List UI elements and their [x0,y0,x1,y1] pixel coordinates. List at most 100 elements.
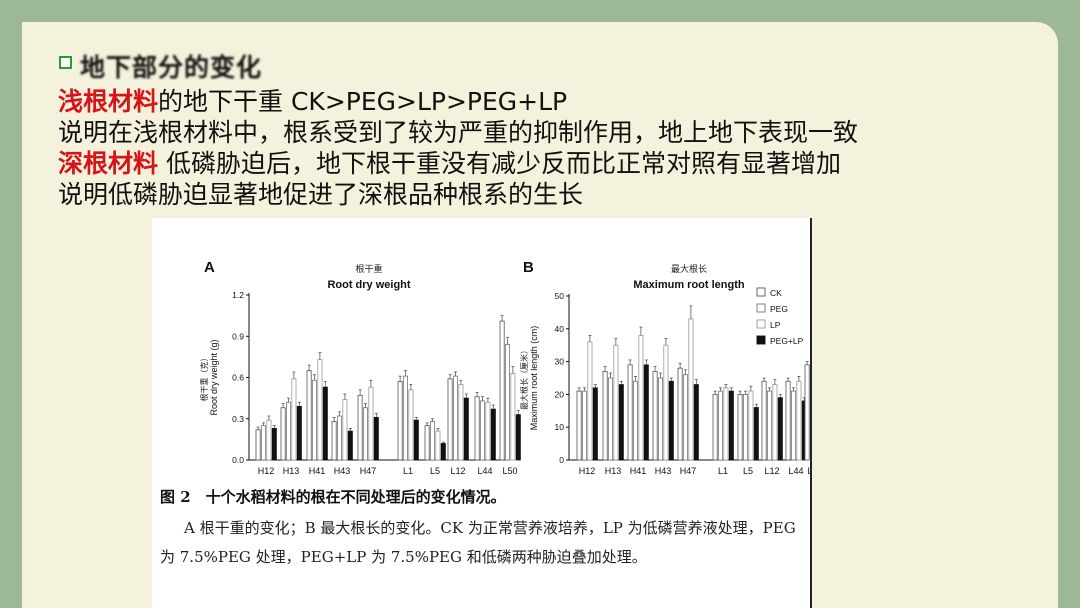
bar-PEG+LP [515,414,521,461]
bar-PEG [402,375,408,461]
x-tick-label: L1 [403,466,413,476]
figure-caption-body: A 根干重的变化；B 最大根长的变化。CK 为正常营养液培养，LP 为低磷营养液… [160,519,796,566]
bar-CK [602,371,608,461]
bar-LP [772,384,778,461]
x-tick-label: L5 [743,466,753,476]
bar-LP [435,430,441,461]
bar-PEG+LP [668,380,674,461]
bar-LP [663,344,669,461]
bar-LP [368,386,374,461]
highlight-deep-root: 深根材料 [58,149,159,178]
x-tick-label: L44 [788,466,803,476]
bar-CK [424,425,430,461]
bar-PEG+LP [322,386,328,461]
legend-swatch-PEG+LP [756,335,766,345]
bar-PEG [683,374,689,461]
legend-swatch-CK [756,287,766,297]
bar-LP [748,390,754,461]
y-tick-label: 0 [559,455,564,465]
bar-PEG+LP [463,397,469,461]
legend-swatch-PEG [756,303,766,313]
y-tick-label: 0.6 [232,373,244,383]
bar-LP [458,383,464,461]
bar-PEG+LP [618,384,624,461]
bar-CK [761,380,767,461]
bar-CK [652,371,658,461]
x-tick-label: L50 [502,466,517,476]
slide: 地下部分的变化 浅根材料的地下干重 CK>PEG>LP>PEG+LP 说明在浅根… [22,22,1058,608]
highlight-shallow-root: 浅根材料 [58,87,159,116]
bar-CK [677,367,683,461]
y-tick-label: 10 [555,422,565,432]
figure-charts: A 根干重 Root dry weight 根干重（克） Root dry weight… [199,259,826,476]
chart-title-cn: 根干重 [355,263,382,274]
figure-caption-title: 图 2 十个水稻材料的根在不同处理后的变化情况。 [160,488,506,506]
bar-LP [723,387,729,461]
bar-LP [291,378,297,461]
bar-CK [447,378,453,461]
bar-PEG [261,425,267,461]
x-tick-label: L5 [430,466,440,476]
bar-CK [280,407,286,461]
slide-heading: 地下部分的变化 [80,53,263,82]
bar-PEG+LP [693,384,699,461]
legend-label: PEG+LP [770,336,804,346]
x-tick-label: H41 [309,466,326,476]
x-tick-label: H43 [655,466,672,476]
bar-PEG [718,390,724,461]
x-tick-label: H12 [258,466,275,476]
bar-PEG [657,377,663,461]
bar-PEG [336,415,342,461]
bar-CK [397,381,403,461]
text-line-3-rest: 低磷胁迫后，地下根干重没有减少反而比正常对照有显著增加 [158,149,841,178]
x-tick-label: L1 [718,466,728,476]
bar-PEG [581,390,587,461]
bar-PEG+LP [643,364,649,461]
bar-CK [627,364,633,461]
y-axis-label: Maximum root length (cm) [529,326,539,431]
x-tick-label: L44 [477,466,492,476]
bar-PEG+LP [413,419,419,461]
y-axis-label-cn: 根干重（克） [199,354,209,402]
text-line-2: 说明在浅根材料中，根系受到了较为严重的抑制作用，地上地下表现一致 [58,118,859,147]
bar-PEG [743,393,749,461]
y-tick-label: 40 [555,324,565,334]
bar-PEG [285,401,291,461]
bar-PEG [791,390,797,461]
x-tick-label: H47 [680,466,697,476]
text-line-1: 浅根材料的地下干重 CK>PEG>LP>PEG+LP [58,87,567,117]
panel-letter-A: A [204,259,215,276]
bar-LP [342,399,348,461]
bar-PEG [632,380,638,461]
bar-PEG+LP [373,416,379,461]
chart-title-cn: 最大根长 [671,263,707,274]
bar-CK [576,390,582,461]
bar-PEG [429,421,435,461]
bar-PEG [311,379,317,461]
figure-image: A 根干重 Root dry weight 根干重（克） Root dry weight… [152,218,826,608]
x-tick-label: H43 [334,466,351,476]
y-tick-label: 0.0 [232,455,244,465]
bar-PEG+LP [440,443,446,461]
bar-PEG+LP [728,390,734,461]
y-tick-label: 30 [555,357,565,367]
legend-swatch-LP [756,319,766,329]
bar-CK [785,380,791,461]
bar-PEG+LP [296,405,302,461]
bar-CK [306,370,312,461]
x-tick-label: H13 [605,466,622,476]
text-line-4: 说明低磷胁迫显著地促进了深根品种根系的生长 [58,180,584,209]
text-line-1-rest: 的地下干重 CK>PEG>LP>PEG+LP [158,87,568,116]
y-tick-label: 20 [555,389,565,399]
x-tick-label: H12 [579,466,596,476]
bar-CK [499,320,505,461]
bar-PEG+LP [490,408,496,461]
bar-PEG+LP [753,407,759,461]
bar-LP [485,401,491,461]
x-tick-label: H13 [283,466,300,476]
bar-LP [638,334,644,461]
bar-CK [331,421,337,461]
y-tick-label: 0.9 [232,331,244,341]
bar-CK [804,364,810,461]
bar-CK [357,394,363,461]
